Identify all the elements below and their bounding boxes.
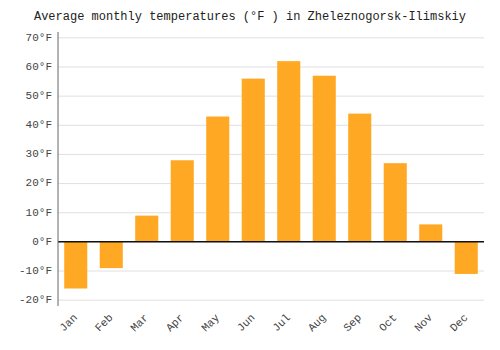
y-tick-label: 60°F — [26, 61, 52, 73]
chart-svg: Average monthly temperatures (°F ) in Zh… — [0, 0, 500, 350]
bar — [348, 114, 371, 242]
x-tick-label: Mar — [128, 312, 150, 334]
x-tick-label: Nov — [412, 311, 435, 334]
bar — [384, 163, 407, 242]
grid-line — [58, 154, 484, 155]
grid-line — [58, 37, 484, 38]
y-tick-label: 20°F — [26, 177, 52, 189]
x-tick-label: Sep — [341, 312, 363, 334]
x-tick-label: Feb — [93, 312, 115, 334]
y-tick-label: 40°F — [26, 119, 52, 131]
y-tick-label: -20°F — [19, 294, 52, 306]
y-tick-label: 50°F — [26, 90, 52, 102]
grid-line — [58, 241, 484, 242]
x-tick-label: Oct — [377, 312, 399, 334]
y-tick-label: 30°F — [26, 148, 52, 160]
x-tick-label: Jul — [270, 312, 292, 334]
x-tick-label: Aug — [306, 312, 328, 334]
grid-line — [58, 271, 484, 272]
bar — [242, 79, 265, 242]
y-tick-label: -10°F — [19, 265, 52, 277]
x-tick-label: Apr — [164, 312, 186, 334]
bar — [64, 242, 87, 289]
bar — [171, 160, 194, 242]
bars — [64, 61, 478, 288]
title: Average monthly temperatures (°F ) in Zh… — [34, 10, 466, 24]
bar — [135, 216, 158, 242]
grid-line — [58, 66, 484, 67]
x-tick-label: May — [199, 311, 222, 334]
bar — [455, 242, 478, 274]
bar — [206, 117, 229, 242]
y-tick-labels: -20°F -10°F 0°F 10°F 20°F 30°F 40°F 50°F 60°F 70°… — [19, 32, 52, 306]
x-tick-labels: Jan Feb Mar Apr May Jun Jul Aug Sep Oct Nov Dec — [57, 311, 470, 334]
bar — [100, 242, 123, 268]
x-tick-label: Jan — [57, 312, 79, 334]
grid-line — [58, 300, 484, 301]
x-tick-label: Jun — [235, 312, 257, 334]
y-tick-label: 10°F — [26, 207, 52, 219]
grid-line — [58, 183, 484, 184]
y-tick-label: 0°F — [32, 236, 52, 248]
x-tick-label: Dec — [448, 312, 470, 334]
grid — [58, 38, 484, 300]
bar — [313, 76, 336, 242]
y-axis-line — [58, 32, 59, 306]
grid-line — [58, 125, 484, 126]
grid-line — [58, 212, 484, 213]
zero-line — [58, 241, 484, 243]
bar — [419, 224, 442, 241]
chart-container: Average monthly temperatures (°F ) in Zh… — [0, 0, 500, 350]
bar — [277, 61, 300, 242]
grid-line — [58, 96, 484, 97]
y-tick-label: 70°F — [26, 32, 52, 44]
